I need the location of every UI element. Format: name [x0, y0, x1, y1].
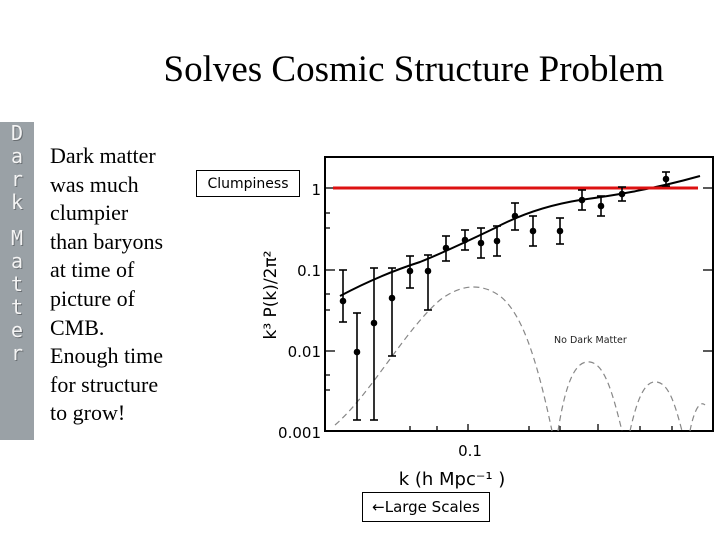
- data-point: [461, 229, 469, 251]
- data-point: [618, 186, 626, 202]
- banner-letter: t: [10, 295, 24, 319]
- y-tick-label: 1: [311, 181, 321, 199]
- no-dark-matter-curve: [334, 286, 706, 432]
- plot-frame: [324, 156, 714, 432]
- data-point: [578, 189, 586, 211]
- data-point: [424, 254, 432, 311]
- y-tick-label: 0.1: [297, 262, 321, 280]
- dark-matter-model-curve: [339, 175, 701, 297]
- banner-letter: r: [10, 167, 24, 191]
- data-point: [511, 202, 519, 231]
- no-dark-matter-annotation: No Dark Matter: [554, 335, 627, 346]
- body-line: than baryons: [50, 228, 164, 254]
- clumpiness-label-box: Clumpiness: [196, 170, 300, 197]
- data-point: [556, 217, 564, 245]
- banner-letter: t: [10, 272, 24, 296]
- body-line: picture of: [50, 285, 135, 311]
- large-scales-label-box: ←Large Scales: [362, 492, 490, 522]
- body-line: at time of: [50, 257, 135, 283]
- data-point: [370, 267, 378, 421]
- body-line: was much: [50, 171, 139, 197]
- data-point: [353, 312, 361, 421]
- banner-letter: r: [10, 341, 24, 365]
- body-text: Dark matter was much clumpier than baryo…: [50, 142, 200, 428]
- data-point: [529, 215, 537, 247]
- x-ticks: [409, 424, 673, 431]
- x-axis-label: k (h Mpc⁻¹ ): [399, 469, 506, 490]
- data-point: [406, 255, 414, 289]
- banner-letter: D: [10, 121, 24, 145]
- banner-letter: e: [10, 318, 24, 342]
- data-point: [493, 225, 501, 257]
- data-point: [388, 267, 396, 357]
- body-line: clumpier: [50, 200, 129, 226]
- body-line: to grow!: [50, 400, 126, 426]
- body-line: CMB.: [50, 314, 105, 340]
- x-tick-label: 0.1: [458, 442, 482, 460]
- side-banner: D a r k M a t t e r: [0, 122, 34, 440]
- body-line: for structure: [50, 371, 159, 397]
- data-point: [442, 235, 450, 262]
- y-tick-label: 0.001: [278, 424, 321, 442]
- banner-letter: a: [10, 144, 24, 168]
- data-point: [597, 195, 605, 217]
- data-point: [662, 171, 670, 187]
- data-point: [477, 227, 485, 259]
- y-tick-label: 0.01: [288, 343, 321, 361]
- data-points: [339, 171, 670, 421]
- body-line: Dark matter: [50, 143, 156, 168]
- banner-letter: M: [10, 226, 24, 250]
- y-ticks: [325, 187, 713, 432]
- data-point: [339, 269, 347, 323]
- banner-letter: a: [10, 249, 24, 273]
- banner-letter: k: [10, 190, 24, 214]
- body-line: Enough time: [50, 343, 164, 369]
- y-axis-label: k³ P(k)/2π²: [261, 250, 281, 339]
- slide-title: Solves Cosmic Structure Problem: [163, 49, 665, 90]
